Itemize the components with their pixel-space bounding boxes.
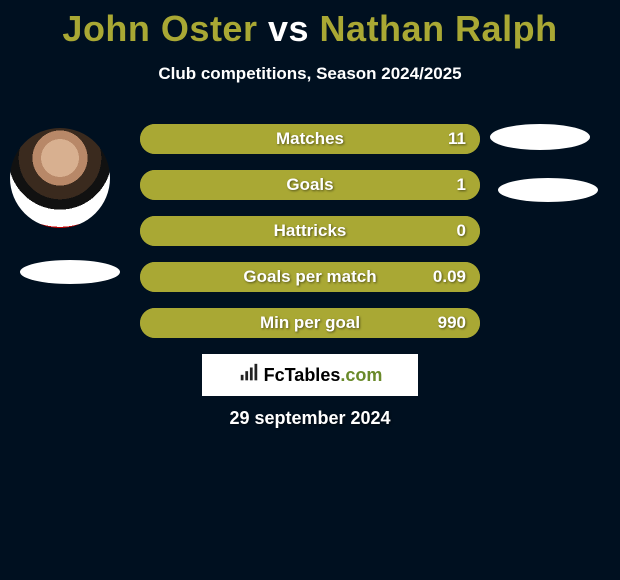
vs-text: vs [268, 8, 309, 49]
stat-bar: Matches11 [140, 124, 480, 154]
player1-avatar [10, 128, 110, 228]
shadow-ellipse-right-2 [498, 178, 598, 202]
stat-bar: Goals per match0.09 [140, 262, 480, 292]
stat-value: 1 [457, 175, 466, 195]
stat-value: 0 [457, 221, 466, 241]
stat-label: Min per goal [140, 313, 480, 333]
date-text: 29 september 2024 [0, 408, 620, 429]
shadow-ellipse-left [20, 260, 120, 284]
stat-label: Goals per match [140, 267, 480, 287]
stat-bar: Min per goal990 [140, 308, 480, 338]
player1-name: John Oster [62, 8, 257, 49]
page-title: John Oster vs Nathan Ralph [0, 0, 620, 50]
stat-label: Hattricks [140, 221, 480, 241]
brand-text: FcTables.com [264, 365, 383, 386]
brand-box: FcTables.com [202, 354, 418, 396]
stats-bars: Matches11 Goals1 Hattricks0 Goals per match… [140, 124, 480, 354]
player2-name: Nathan Ralph [320, 8, 558, 49]
stat-bar: Hattricks0 [140, 216, 480, 246]
chart-icon [238, 362, 260, 389]
stat-label: Goals [140, 175, 480, 195]
stat-value: 11 [448, 129, 466, 149]
brand-name: FcTables [264, 365, 341, 385]
subtitle: Club competitions, Season 2024/2025 [0, 64, 620, 84]
stat-value: 0.09 [433, 267, 466, 287]
stat-bar: Goals1 [140, 170, 480, 200]
stat-label: Matches [140, 129, 480, 149]
stat-value: 990 [438, 313, 466, 333]
shadow-ellipse-right-1 [490, 124, 590, 150]
brand-domain: .com [340, 365, 382, 385]
